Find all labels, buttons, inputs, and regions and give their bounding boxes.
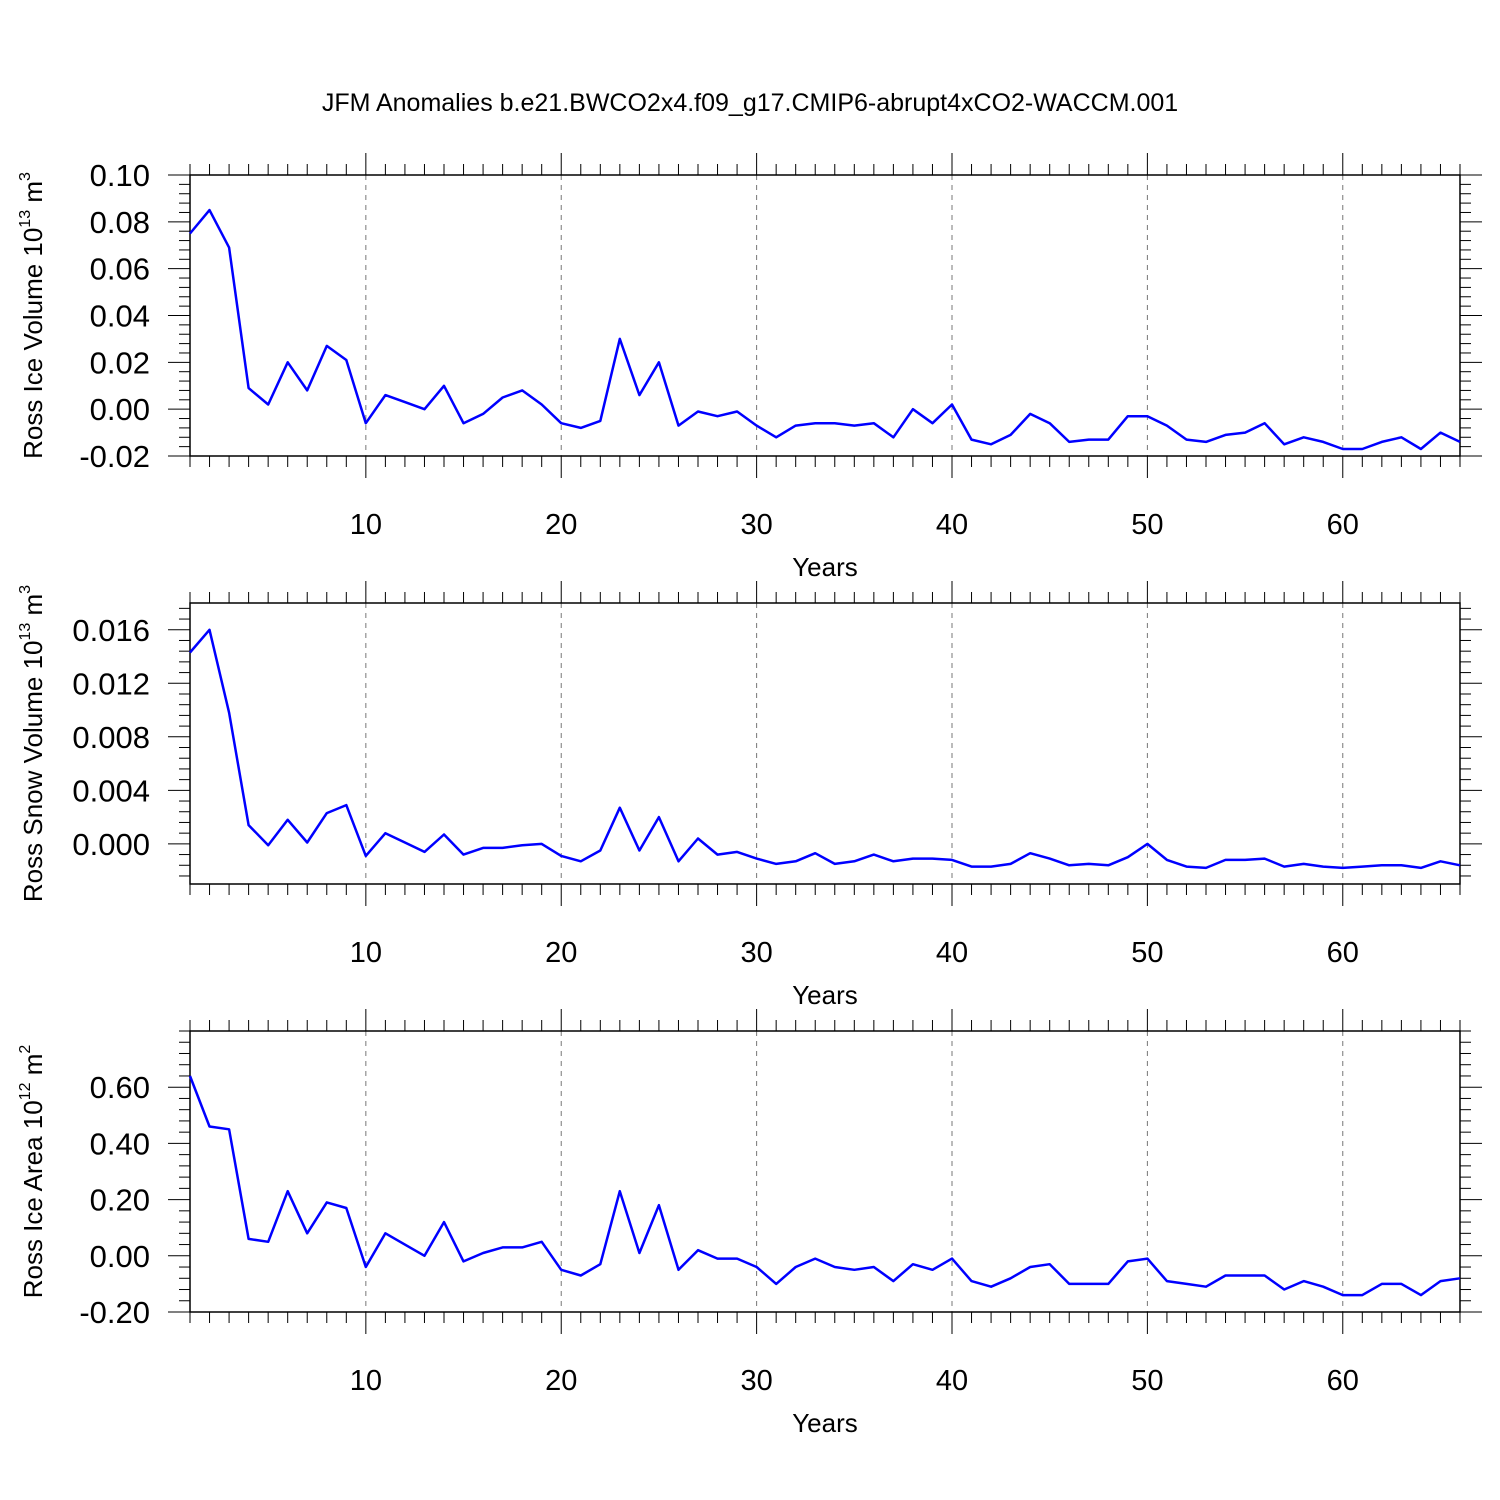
y-tick-label: 0.012 xyxy=(72,666,150,701)
figure-title: JFM Anomalies b.e21.BWCO2x4.f09_g17.CMIP… xyxy=(322,89,1178,117)
x-tick-label: 10 xyxy=(350,509,382,541)
y-tick-label: 0.016 xyxy=(72,613,150,648)
series-line xyxy=(189,208,1461,451)
y-axis-label: Ross Snow Volume 1013 m3 xyxy=(17,585,48,902)
x-tick-label: 50 xyxy=(1131,509,1163,541)
x-tick-label: 50 xyxy=(1131,937,1163,969)
y-tick-label: 0.10 xyxy=(90,158,150,193)
y-tick-label: -0.02 xyxy=(79,439,150,474)
series-line xyxy=(189,628,1461,870)
x-tick-label: 20 xyxy=(545,937,577,969)
x-axis-label: Years xyxy=(792,980,858,1010)
x-tick-label: 10 xyxy=(350,1365,382,1397)
x-tick-label: 30 xyxy=(740,509,772,541)
x-tick-label: 40 xyxy=(936,509,968,541)
panel-ice-area: -0.20 0.00 0.20 0.40 0.60 10 20 30 40 50 60 Years Ro… xyxy=(17,1009,1482,1438)
y-tick-label: 0.008 xyxy=(72,720,150,755)
x-tick-label: 20 xyxy=(545,509,577,541)
panels: -0.02 0.00 0.02 0.04 0.06 0.08 0.10 10 20 30 40 50 6… xyxy=(17,153,1482,1438)
plot-frame xyxy=(189,174,1461,457)
y-tick-label: 0.60 xyxy=(90,1070,150,1105)
y-tick-label: 0.20 xyxy=(90,1183,150,1218)
x-axis-label: Years xyxy=(792,552,858,582)
y-tick-label: 0.00 xyxy=(90,392,150,427)
plot-frame xyxy=(189,1030,1461,1313)
y-tick-label: 0.004 xyxy=(72,773,150,808)
x-tick-label: 60 xyxy=(1327,509,1359,541)
x-tick-label: 30 xyxy=(740,937,772,969)
y-tick-label: 0.04 xyxy=(90,299,150,334)
panel-snow-volume: 0.000 0.004 0.008 0.012 0.016 10 20 30 40 50 60 Yea… xyxy=(17,581,1482,1010)
y-tick-label: 0.00 xyxy=(90,1239,150,1274)
x-tick-label: 40 xyxy=(936,1365,968,1397)
series-line xyxy=(188,1075,1461,1297)
y-axis-label: Ross Ice Volume 1013 m3 xyxy=(17,172,48,459)
y-tick-label: 0.06 xyxy=(90,252,150,287)
x-tick-label: 50 xyxy=(1131,1365,1163,1397)
plot-frame xyxy=(189,602,1461,885)
x-tick-label: 60 xyxy=(1327,1365,1359,1397)
x-axis-label: Years xyxy=(792,1408,858,1438)
y-tick-label: 0.000 xyxy=(72,827,150,862)
x-tick-label: 20 xyxy=(545,1365,577,1397)
x-tick-label: 30 xyxy=(740,1365,772,1397)
y-tick-label: -0.20 xyxy=(79,1295,150,1330)
y-tick-label: 0.08 xyxy=(90,205,150,240)
x-tick-label: 10 xyxy=(350,937,382,969)
y-tick-label: 0.40 xyxy=(90,1126,150,1161)
y-tick-label: 0.02 xyxy=(90,345,150,380)
x-tick-label: 40 xyxy=(936,937,968,969)
x-tick-label: 60 xyxy=(1327,937,1359,969)
panel-ice-volume: -0.02 0.00 0.02 0.04 0.06 0.08 0.10 10 20 30 40 50 6… xyxy=(17,153,1482,582)
y-axis-label: Ross Ice Area 1012 m2 xyxy=(17,1045,48,1299)
